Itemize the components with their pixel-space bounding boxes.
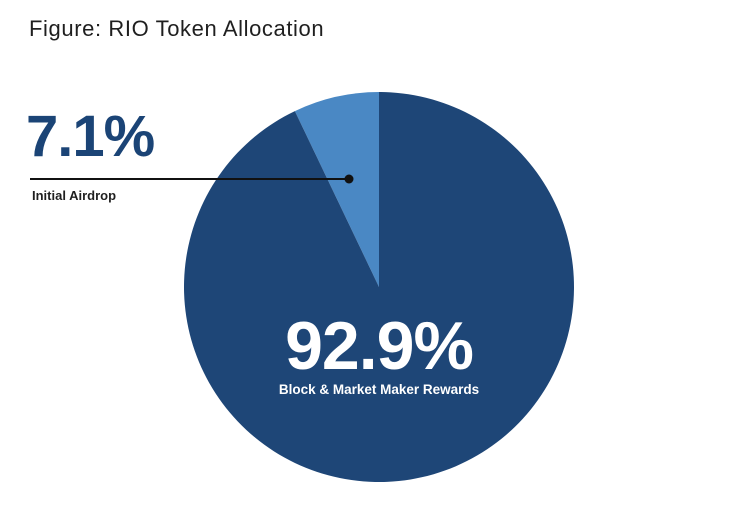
slice-value-label-rewards: 92.9% [285,308,474,384]
slice-category-label-airdrop: Initial Airdrop [32,188,117,203]
slice-value-label-airdrop: 7.1% [26,104,155,169]
pie-slice-block-market-maker-rewards [184,92,574,482]
pie-slice-initial-airdrop [294,92,379,287]
chart-title: Figure: RIO Token Allocation [29,16,325,41]
airdrop-leader-dot [344,174,354,184]
slice-category-label-rewards: Block & Market Maker Rewards [278,382,480,397]
